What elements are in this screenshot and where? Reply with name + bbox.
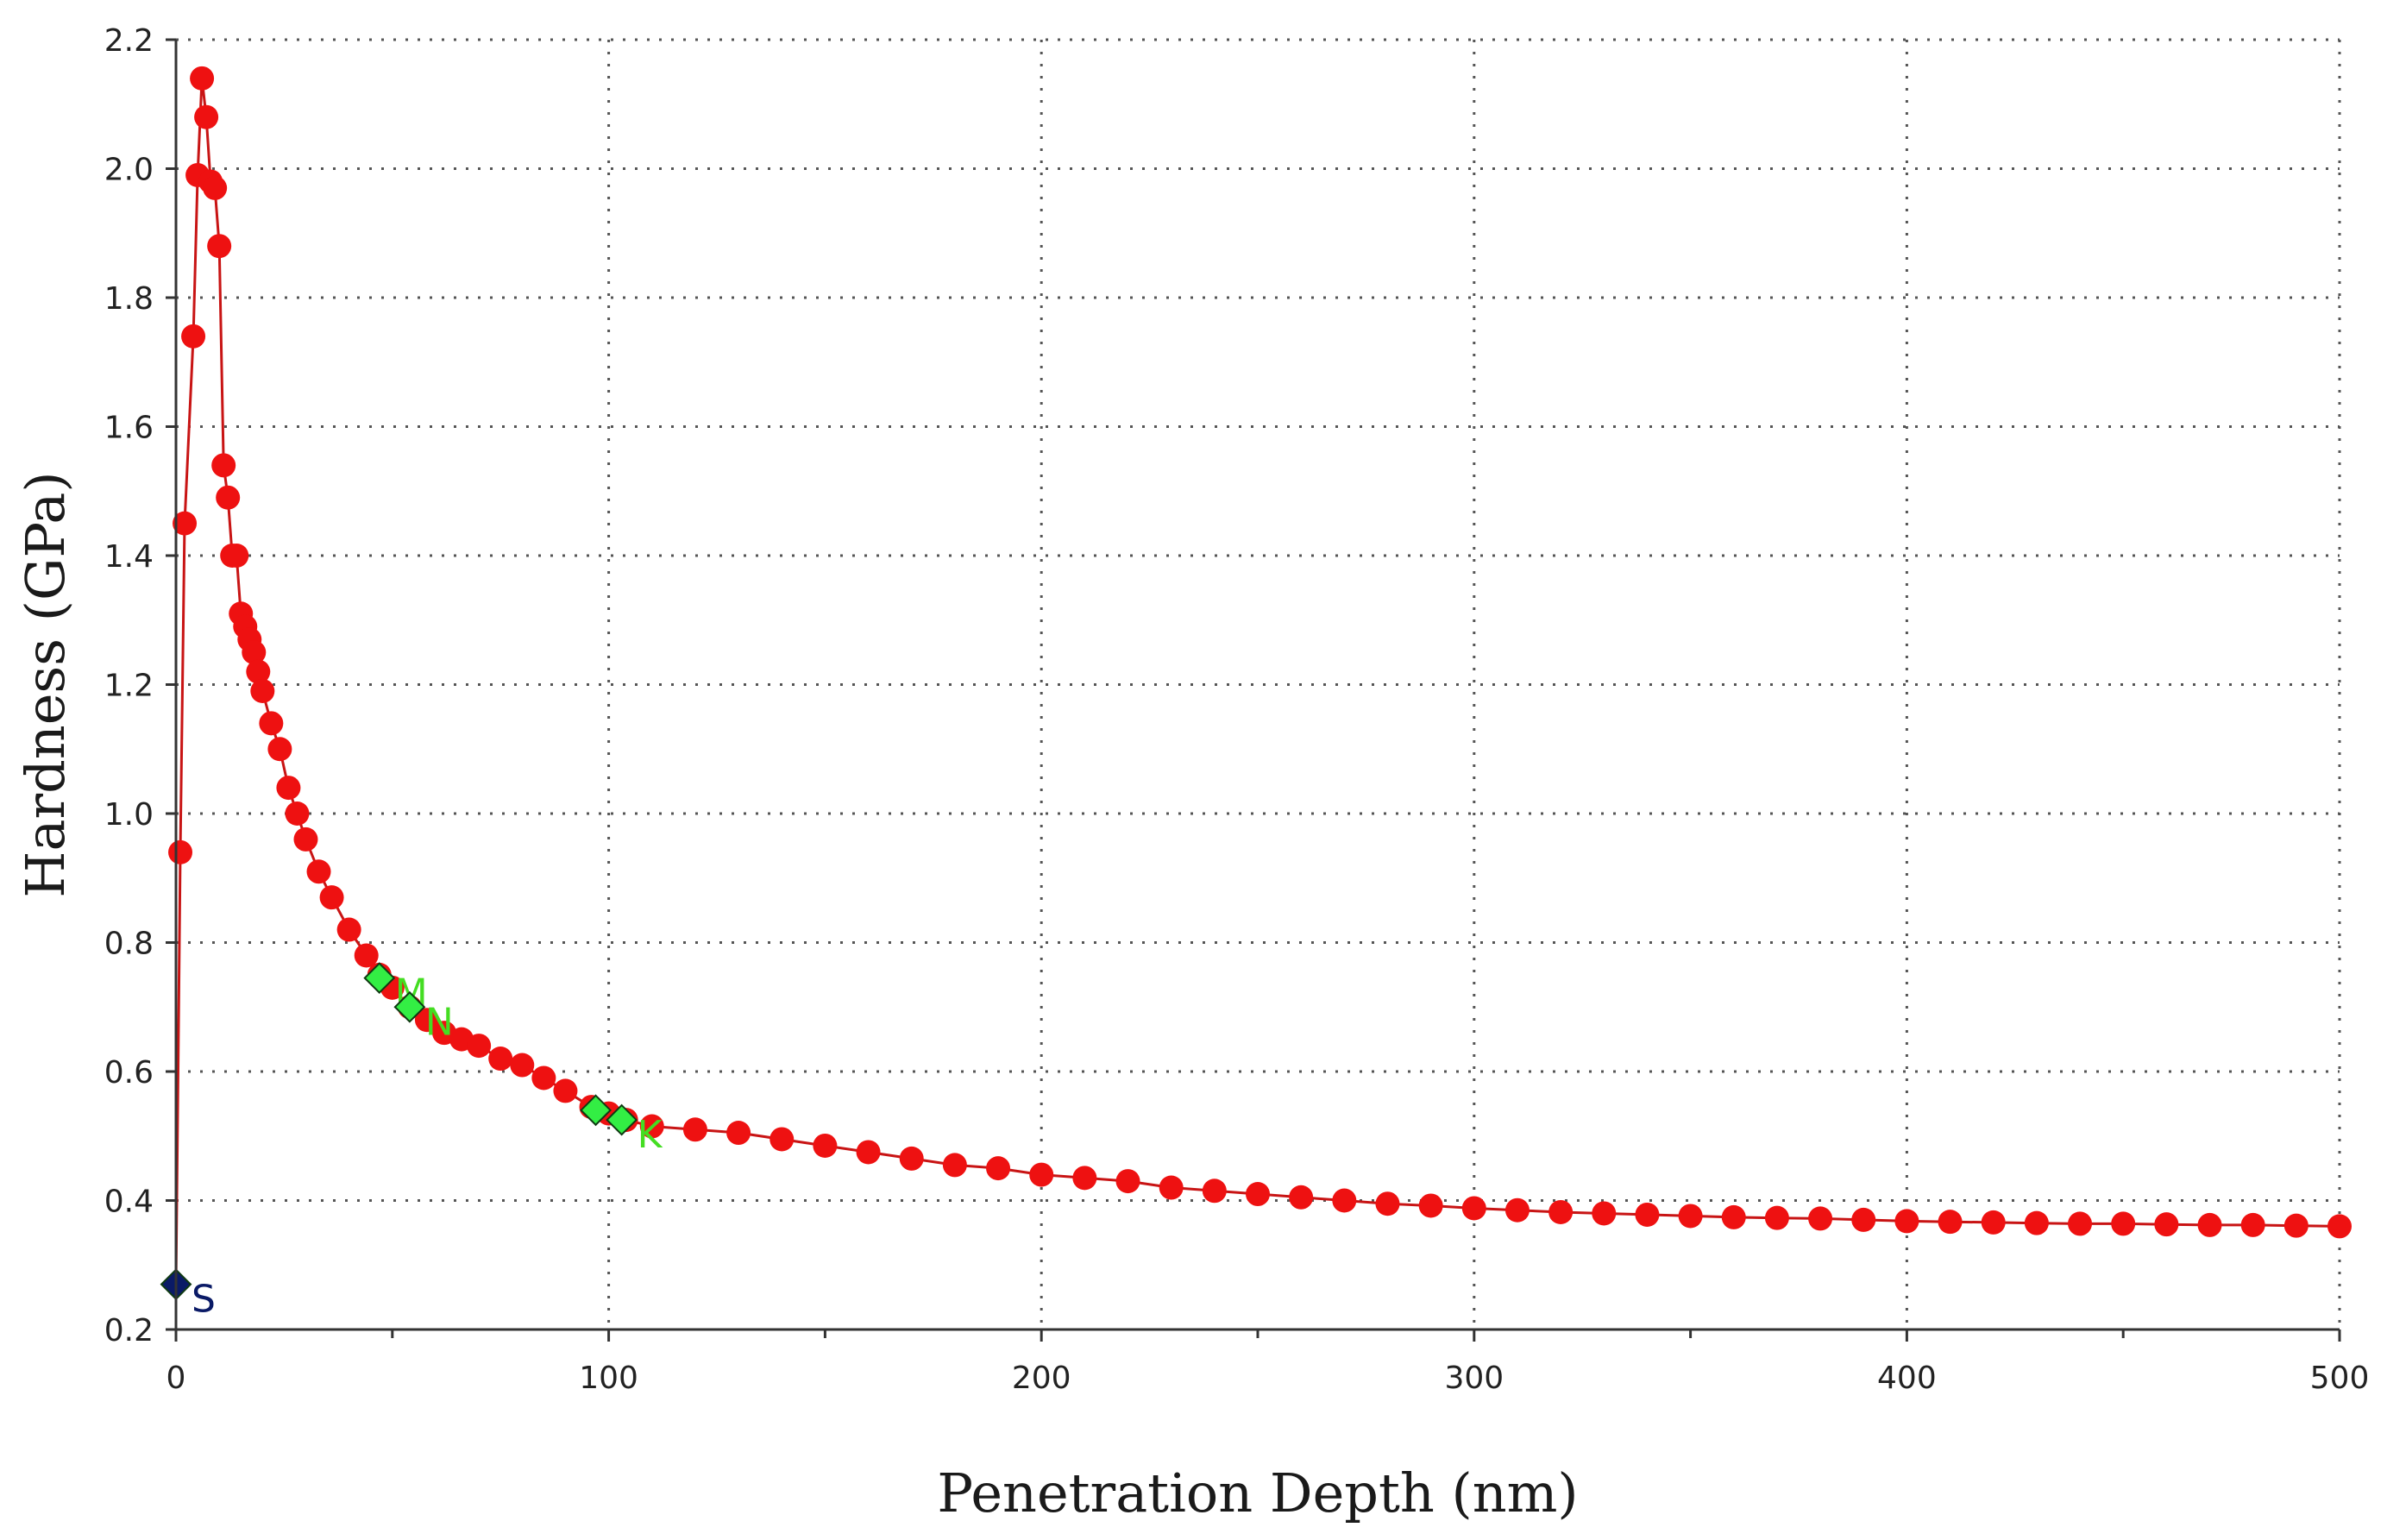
- data-point-23: [285, 801, 310, 826]
- data-point-43: [639, 1114, 664, 1139]
- data-point-61: [1418, 1193, 1443, 1218]
- data-point-28: [354, 943, 379, 968]
- y-tick-label-0: 0.2: [104, 1313, 154, 1348]
- data-point-25: [306, 859, 331, 884]
- data-point-64: [1548, 1199, 1574, 1224]
- data-point-19: [250, 678, 275, 703]
- data-point-17: [242, 640, 267, 665]
- data-point-79: [2197, 1212, 2222, 1237]
- data-point-11: [216, 485, 241, 510]
- data-point-59: [1332, 1188, 1357, 1213]
- data-point-51: [986, 1156, 1011, 1181]
- data-point-81: [2283, 1213, 2308, 1238]
- y-tick-label-10: 2.2: [104, 23, 154, 59]
- data-point-74: [1981, 1210, 2006, 1235]
- data-point-49: [899, 1146, 924, 1171]
- data-point-36: [488, 1047, 513, 1072]
- data-point-50: [942, 1153, 967, 1178]
- data-point-45: [726, 1121, 751, 1146]
- data-point-48: [856, 1140, 881, 1165]
- data-point-66: [1635, 1202, 1660, 1227]
- data-point-54: [1115, 1169, 1140, 1194]
- data-point-57: [1246, 1182, 1270, 1207]
- x-axis-title: Penetration Depth (nm): [937, 1461, 1578, 1524]
- data-point-55: [1159, 1175, 1184, 1200]
- data-point-3: [181, 324, 206, 349]
- data-point-32: [414, 1008, 439, 1033]
- y-tick-label-9: 2.0: [104, 153, 154, 188]
- data-point-56: [1202, 1179, 1227, 1204]
- y-tick-label-4: 1.0: [104, 797, 154, 833]
- data-point-2: [173, 511, 198, 536]
- marker-label-N: N: [425, 1000, 454, 1044]
- data-point-69: [1764, 1205, 1789, 1230]
- data-point-8: [203, 175, 228, 200]
- y-tick-label-5: 1.2: [104, 669, 154, 704]
- data-point-71: [1851, 1207, 1876, 1232]
- data-point-24: [293, 827, 318, 852]
- data-point-6: [194, 104, 219, 129]
- data-point-21: [267, 737, 292, 762]
- x-tick-label-2: 200: [1012, 1361, 1071, 1396]
- data-point-27: [336, 917, 361, 942]
- data-point-35: [467, 1034, 492, 1059]
- data-point-65: [1592, 1201, 1617, 1226]
- data-point-10: [211, 453, 236, 478]
- data-point-26: [319, 885, 344, 910]
- data-point-22: [276, 776, 301, 801]
- data-point-62: [1461, 1196, 1486, 1221]
- y-tick-label-8: 1.8: [104, 281, 154, 317]
- data-point-68: [1721, 1204, 1746, 1229]
- data-point-1: [168, 839, 193, 864]
- data-point-76: [2068, 1211, 2093, 1236]
- data-point-60: [1375, 1191, 1400, 1216]
- data-point-75: [2024, 1210, 2049, 1235]
- y-tick-label-2: 0.6: [104, 1055, 154, 1091]
- data-point-39: [553, 1078, 578, 1103]
- marker-N: [393, 990, 426, 1023]
- x-tick-label-0: 0: [166, 1361, 186, 1396]
- marker-label-S: S: [192, 1278, 216, 1322]
- marker-label-K: K: [638, 1113, 663, 1157]
- y-tick-label-3: 0.8: [104, 927, 154, 962]
- data-point-77: [2111, 1211, 2136, 1236]
- data-point-53: [1072, 1166, 1097, 1191]
- data-point-70: [1808, 1206, 1833, 1231]
- data-point-18: [246, 659, 271, 684]
- marker-M: [363, 962, 396, 995]
- data-point-78: [2154, 1212, 2179, 1237]
- x-tick-label-5: 500: [2310, 1361, 2370, 1396]
- data-point-63: [1504, 1197, 1530, 1223]
- data-point-44: [682, 1117, 707, 1142]
- data-point-58: [1289, 1185, 1314, 1210]
- data-point-9: [207, 234, 232, 259]
- x-tick-label-3: 300: [1444, 1361, 1504, 1396]
- marker-K: [606, 1103, 638, 1136]
- y-tick-label-7: 1.6: [104, 411, 154, 446]
- data-point-37: [510, 1053, 535, 1078]
- data-point-46: [769, 1127, 795, 1152]
- marker-point-3: [580, 1094, 612, 1127]
- ticks: 0 100 200 300 400 500 0.2 0.4 0.6 0.8 1.0 1.2 1.4 1.6…: [104, 23, 2370, 1396]
- data-point-80: [2240, 1212, 2265, 1237]
- data-point-67: [1678, 1204, 1703, 1229]
- data-point-20: [259, 711, 284, 736]
- data-point-73: [1938, 1210, 1963, 1235]
- data-point-5: [190, 66, 215, 91]
- y-tick-label-6: 1.4: [104, 539, 154, 575]
- series-points: [168, 66, 2352, 1239]
- x-tick-label-4: 400: [1877, 1361, 1937, 1396]
- data-point-38: [531, 1065, 556, 1091]
- data-point-13: [224, 544, 249, 568]
- y-axis-title: Hardness (GPa): [14, 471, 77, 897]
- data-point-52: [1029, 1162, 1054, 1187]
- data-point-47: [813, 1133, 838, 1158]
- x-tick-label-1: 100: [579, 1361, 638, 1396]
- y-tick-label-1: 0.4: [104, 1185, 154, 1220]
- data-point-72: [1894, 1209, 1919, 1234]
- data-point-82: [2327, 1214, 2352, 1239]
